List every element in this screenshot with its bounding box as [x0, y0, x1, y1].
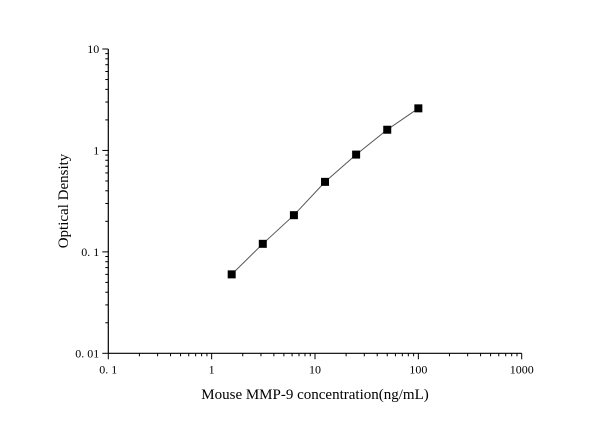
data-point [352, 150, 361, 159]
x-tick-label: 0. 1 [99, 362, 117, 376]
data-point [414, 104, 423, 113]
y-tick-label: 0. 01 [75, 346, 99, 360]
y-axis-label: Optical Density [56, 153, 72, 248]
series [227, 104, 423, 279]
y-tick-label: 10 [87, 42, 99, 56]
x-tick-label: 100 [409, 362, 427, 376]
x-tick-label: 10 [309, 362, 321, 376]
data-point [258, 239, 267, 248]
data-point [289, 211, 298, 220]
x-tick-label: 1000 [510, 362, 534, 376]
data-point [383, 125, 392, 134]
axes [107, 49, 522, 354]
x-tick-label: 1 [209, 362, 215, 376]
data-point [321, 177, 330, 186]
x-axis-label: Mouse MMP-9 concentration(ng/mL) [201, 387, 428, 403]
data-point [227, 270, 236, 279]
y-tick-label: 0. 1 [81, 245, 99, 259]
y-tick-label: 1 [93, 143, 99, 157]
